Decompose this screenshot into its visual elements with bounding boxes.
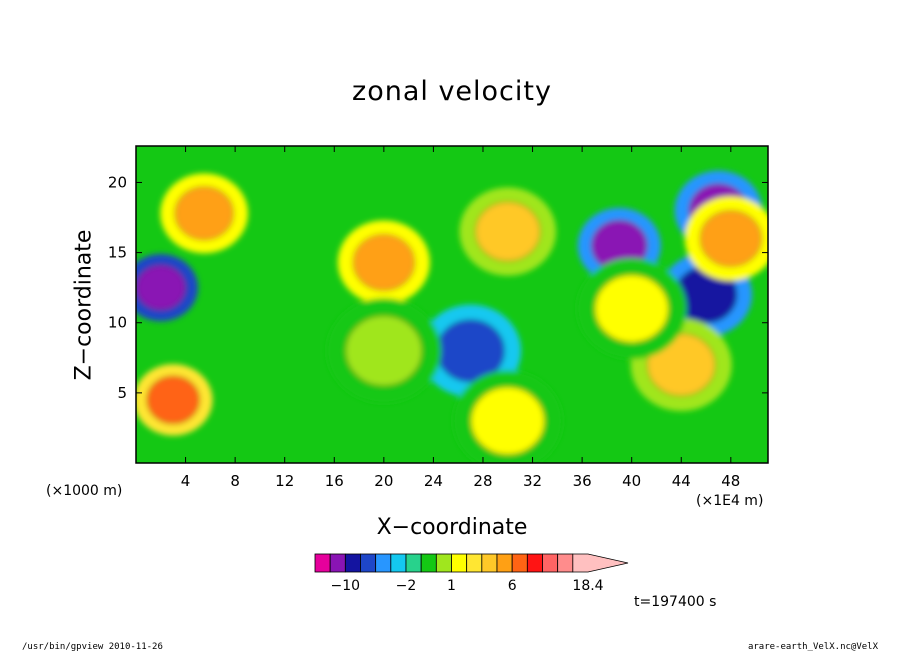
colorbar: −10 −2 1 6 18.4 xyxy=(314,553,629,594)
field-feature xyxy=(475,201,541,262)
footer-left: /usr/bin/gpview 2010-11-26 xyxy=(22,642,163,652)
field-feature xyxy=(174,186,234,241)
field-feature xyxy=(699,210,762,267)
colorbar-swatch xyxy=(375,553,392,573)
colorbar-swatch xyxy=(360,553,377,573)
colorbar-swatch xyxy=(420,553,437,573)
colorbar-swatch xyxy=(451,553,468,573)
y-unit-label: (×1000 m) xyxy=(46,483,123,499)
y-tick-label: 15 xyxy=(108,244,127,262)
plot-frame xyxy=(135,145,769,464)
colorbar-swatch xyxy=(329,553,346,573)
colorbar-tick-label: 1 xyxy=(447,578,456,594)
x-tick-label: 8 xyxy=(230,472,240,490)
x-tick-label: 36 xyxy=(573,472,592,490)
colorbar-tick-label: −2 xyxy=(396,578,417,594)
colorbar-swatch xyxy=(572,553,629,573)
field-feature xyxy=(345,315,423,387)
colorbar-tick-label: 6 xyxy=(508,578,517,594)
field-feature xyxy=(470,386,545,455)
field-feature xyxy=(146,375,200,425)
x-ticks: 4 8 12 16 20 24 28 32 36 40 44 48 xyxy=(181,146,740,490)
x-tick-label: 20 xyxy=(374,472,393,490)
colorbar-swatch xyxy=(466,553,483,573)
footer-right: arare-earth_VelX.nc@VelX xyxy=(747,642,878,652)
colorbar-swatch xyxy=(496,553,513,573)
x-tick-label: 48 xyxy=(721,472,740,490)
field-feature xyxy=(594,274,669,343)
chart-title: zonal velocity xyxy=(352,76,552,107)
colorbar-tick-label: −10 xyxy=(331,578,361,594)
y-ticks: 5 10 15 20 xyxy=(108,173,768,402)
colorbar-swatch xyxy=(405,553,422,573)
x-tick-label: 40 xyxy=(622,472,641,490)
colorbar-swatch xyxy=(542,553,559,573)
colorbar-swatch xyxy=(435,553,452,573)
x-axis-label: X−coordinate xyxy=(376,515,528,540)
colorbar-swatch xyxy=(344,553,361,573)
x-tick-label: 32 xyxy=(523,472,542,490)
field-feature xyxy=(647,333,716,396)
colorbar-swatch xyxy=(511,553,528,573)
y-tick-label: 5 xyxy=(117,384,127,402)
colorbar-swatch xyxy=(557,553,574,573)
field-feature xyxy=(352,234,415,291)
colorbar-swatch xyxy=(314,553,331,573)
timestamp-label: t=197400 s xyxy=(634,594,717,610)
x-tick-label: 28 xyxy=(473,472,492,490)
x-tick-label: 12 xyxy=(275,472,294,490)
x-unit-label: (×1E4 m) xyxy=(696,493,764,509)
colorbar-swatch xyxy=(526,553,543,573)
x-tick-label: 24 xyxy=(424,472,443,490)
field-features xyxy=(136,170,768,463)
x-tick-label: 4 xyxy=(181,472,191,490)
colorbar-swatch xyxy=(481,553,498,573)
colorbar-swatch xyxy=(390,553,407,573)
x-tick-label: 44 xyxy=(672,472,691,490)
colorbar-tick-label: 18.4 xyxy=(572,578,603,594)
field-feature xyxy=(136,264,186,311)
x-tick-label: 16 xyxy=(325,472,344,490)
velocity-field xyxy=(136,146,768,463)
y-tick-label: 10 xyxy=(108,314,127,332)
y-tick-label: 20 xyxy=(108,173,127,191)
